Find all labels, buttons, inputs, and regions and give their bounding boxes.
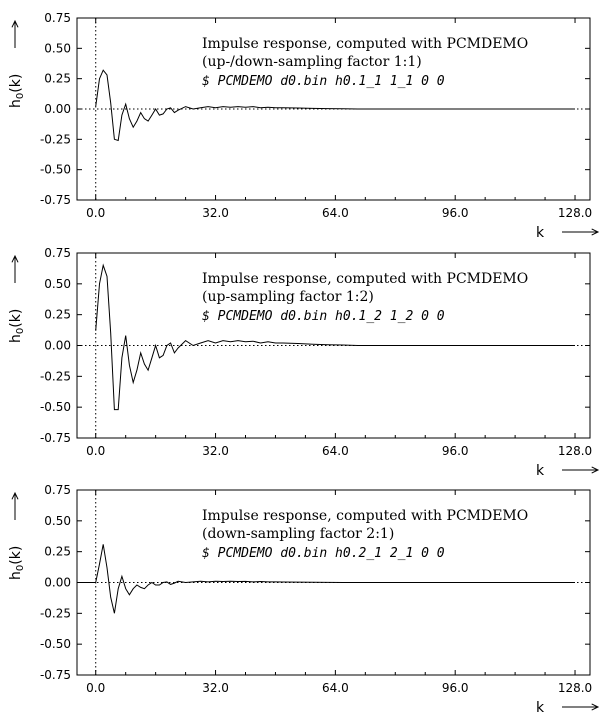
y-tick-label: 0.75 xyxy=(44,11,71,25)
y-tick-label: -0.75 xyxy=(40,193,71,207)
y-axis-label-sub: 0 xyxy=(15,93,26,99)
x-axis-arrow xyxy=(562,703,600,711)
x-tick-label: 32.0 xyxy=(202,444,229,458)
annotation-line-2: (down-sampling factor 2:1) xyxy=(202,526,394,542)
annotation-line-1: Impulse response, computed with PCMDEMO xyxy=(202,271,528,287)
x-axis-label: k xyxy=(536,225,545,241)
x-axis-arrow-head xyxy=(591,466,600,474)
x-tick-label: 64.0 xyxy=(322,444,349,458)
y-tick-label: 0.00 xyxy=(44,576,71,590)
y-tick-label: -0.25 xyxy=(40,132,71,146)
y-axis-label: h0(k) xyxy=(8,74,26,108)
x-tick-label: 32.0 xyxy=(202,206,229,220)
x-axis-arrow-head xyxy=(591,703,600,711)
annotation-line-2: (up-sampling factor 1:2) xyxy=(202,289,374,305)
x-axis-label: k xyxy=(536,700,545,716)
annotation-command: $ PCMDEMO d0.bin h0.2_1 2_1 0 0 xyxy=(202,546,445,561)
y-axis-arrow-head xyxy=(11,19,19,28)
x-tick-label: 64.0 xyxy=(322,681,349,695)
panel-1: 0.75 0.50 0.25 0.00 -0.25 -0.50 -0.75 0.0 32.0 64… xyxy=(8,11,600,241)
y-tick-label: -0.50 xyxy=(40,163,71,177)
y-axis-label: h0(k) xyxy=(8,546,26,580)
y-tick-label: -0.50 xyxy=(40,637,71,651)
y-axis-label-rest: (k) xyxy=(8,309,24,328)
y-tick-label: 0.50 xyxy=(44,514,71,528)
x-tick-label: 128.0 xyxy=(558,681,592,695)
annotation-line-1: Impulse response, computed with PCMDEMO xyxy=(202,36,528,52)
y-axis-arrow xyxy=(11,19,19,48)
y-axis-arrow xyxy=(11,491,19,520)
annotation-command: $ PCMDEMO d0.bin h0.1_2 1_2 0 0 xyxy=(202,309,445,324)
annotation-line-2: (up-/down-sampling factor 1:1) xyxy=(202,54,422,70)
y-tick-label: 0.50 xyxy=(44,277,71,291)
x-tick-label: 128.0 xyxy=(558,444,592,458)
series-line xyxy=(95,263,575,411)
annotation-line-1: Impulse response, computed with PCMDEMO xyxy=(202,508,528,524)
y-tick-label: -0.25 xyxy=(40,606,71,620)
y-tick-label: 0.75 xyxy=(44,246,71,260)
y-tick-label: -0.25 xyxy=(40,369,71,383)
y-tick-label: 0.00 xyxy=(44,102,71,116)
y-axis-arrow xyxy=(11,254,19,283)
x-tick-label: 96.0 xyxy=(442,681,469,695)
y-axis-label-sub: 0 xyxy=(15,328,26,334)
x-tick-label: 128.0 xyxy=(558,206,592,220)
y-tick-label: -0.75 xyxy=(40,668,71,682)
y-tick-label: 0.50 xyxy=(44,41,71,55)
y-tick-label: 0.75 xyxy=(44,483,71,497)
x-tick-label: 64.0 xyxy=(322,206,349,220)
y-axis-label-rest: (k) xyxy=(8,74,24,93)
x-tick-label: 96.0 xyxy=(442,206,469,220)
y-tick-label: 0.25 xyxy=(44,72,71,86)
y-axis-arrow-head xyxy=(11,254,19,263)
x-tick-label: 0.0 xyxy=(86,444,105,458)
panel-2: 0.75 0.50 0.25 0.00 -0.25 -0.50 -0.75 0.0 32.0 64… xyxy=(8,246,600,479)
y-tick-label: -0.50 xyxy=(40,400,71,414)
x-axis-label: k xyxy=(536,463,545,479)
y-tick-label: 0.00 xyxy=(44,339,71,353)
x-tick-label: 0.0 xyxy=(86,681,105,695)
x-axis-arrow xyxy=(562,228,600,236)
series-line xyxy=(95,69,575,142)
y-tick-label: -0.75 xyxy=(40,431,71,445)
y-axis-label-rest: (k) xyxy=(8,546,24,565)
x-tick-label: 0.0 xyxy=(86,206,105,220)
y-tick-label: 0.25 xyxy=(44,545,71,559)
x-axis-arrow-head xyxy=(591,228,600,236)
x-tick-label: 96.0 xyxy=(442,444,469,458)
y-axis-label: h0(k) xyxy=(8,309,26,343)
x-axis-arrow xyxy=(562,466,600,474)
panel-3: 0.75 0.50 0.25 0.00 -0.25 -0.50 -0.75 0.0 32.0 64… xyxy=(8,483,600,716)
series-line xyxy=(77,544,575,614)
y-axis-arrow-head xyxy=(11,491,19,500)
annotation-command: $ PCMDEMO d0.bin h0.1_1 1_1 0 0 xyxy=(202,74,445,89)
x-tick-label: 32.0 xyxy=(202,681,229,695)
y-axis-label-sub: 0 xyxy=(15,565,26,571)
y-tick-label: 0.25 xyxy=(44,308,71,322)
